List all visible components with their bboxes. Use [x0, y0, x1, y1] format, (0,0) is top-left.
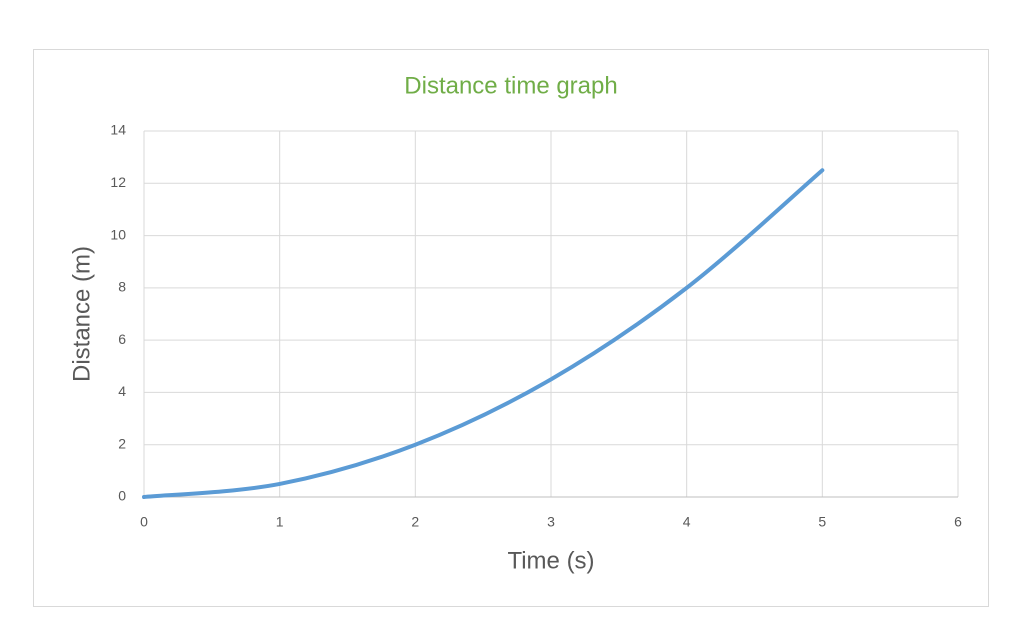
y-tick-label: 12 — [110, 174, 126, 190]
y-tick-label: 8 — [118, 279, 126, 295]
x-tick-label: 4 — [683, 514, 691, 530]
data-line — [142, 168, 825, 499]
x-tick-label: 1 — [276, 514, 284, 530]
x-tick-label: 2 — [411, 514, 419, 530]
y-tick-label: 10 — [110, 226, 126, 242]
x-tick-label: 6 — [954, 514, 962, 530]
chart-frame — [33, 49, 989, 607]
chart-title: Distance time graph — [404, 72, 617, 99]
y-tick-label: 2 — [118, 435, 126, 451]
y-tick-label: 4 — [118, 383, 126, 399]
y-tick-label: 0 — [118, 488, 126, 504]
x-tick-label: 0 — [140, 514, 148, 530]
x-tick-label: 5 — [818, 514, 826, 530]
x-axis-title: Time (s) — [507, 547, 594, 574]
y-axis-title: Distance (m) — [68, 246, 95, 382]
x-tick-label: 3 — [547, 514, 555, 530]
y-tick-label: 14 — [110, 122, 126, 138]
y-tick-label: 6 — [118, 331, 126, 347]
